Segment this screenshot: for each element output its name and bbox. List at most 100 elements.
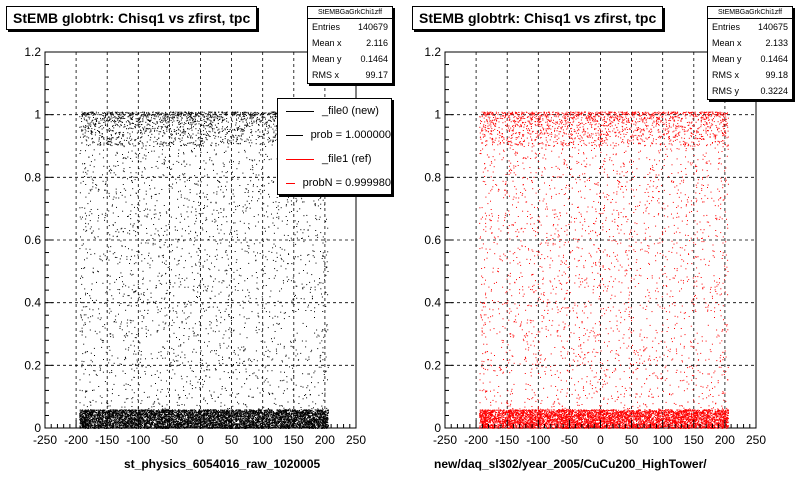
data-point <box>193 418 195 420</box>
data-point <box>273 411 275 413</box>
data-point <box>192 420 193 422</box>
data-point <box>98 416 100 418</box>
data-point <box>220 409 222 411</box>
data-point <box>222 414 224 416</box>
data-point <box>157 420 159 422</box>
data-point <box>90 423 92 425</box>
data-point <box>103 416 105 418</box>
data-point <box>265 416 267 417</box>
data-point <box>318 422 320 424</box>
data-point <box>326 418 328 420</box>
data-point <box>309 418 311 420</box>
data-point <box>245 427 247 429</box>
data-point <box>241 418 243 420</box>
data-point <box>301 421 303 423</box>
data-point <box>86 424 88 426</box>
data-point <box>215 411 217 412</box>
data-point <box>286 425 288 426</box>
data-point <box>218 409 219 411</box>
data-point <box>145 414 147 416</box>
data-point <box>308 421 310 423</box>
data-point <box>191 413 193 415</box>
data-point <box>319 420 321 422</box>
data-point <box>252 409 254 411</box>
data-point <box>158 425 160 427</box>
data-point <box>234 416 236 418</box>
data-point <box>149 409 151 411</box>
data-point <box>315 409 317 411</box>
data-point <box>148 412 150 414</box>
data-point <box>305 414 307 415</box>
data-point <box>241 414 242 416</box>
data-point <box>258 422 260 424</box>
data-point <box>193 413 195 415</box>
data-point <box>327 418 329 420</box>
data-point <box>115 411 117 413</box>
data-point <box>247 417 249 419</box>
data-point <box>242 411 244 413</box>
data-point <box>85 415 87 417</box>
data-point <box>151 409 153 411</box>
data-point <box>272 417 274 419</box>
data-point <box>209 426 211 428</box>
data-point <box>104 425 106 427</box>
data-point <box>102 419 104 421</box>
data-point <box>184 426 186 428</box>
data-point <box>132 422 134 424</box>
data-point <box>251 421 253 422</box>
data-point <box>135 417 137 419</box>
data-point <box>163 415 165 417</box>
data-point <box>121 424 123 426</box>
data-point <box>243 418 245 420</box>
data-point <box>244 422 245 424</box>
data-point <box>158 423 160 425</box>
data-point <box>268 412 270 414</box>
data-point <box>141 421 143 423</box>
data-point <box>120 414 122 416</box>
data-point <box>314 422 316 424</box>
data-point <box>283 422 285 424</box>
data-point <box>118 424 120 426</box>
data-point <box>176 423 178 425</box>
data-point <box>260 424 261 426</box>
data-point <box>302 417 304 419</box>
data-point <box>151 417 153 419</box>
data-point <box>243 420 245 422</box>
data-point <box>107 422 109 424</box>
data-point <box>115 410 117 412</box>
data-point <box>129 415 131 417</box>
data-point <box>261 413 263 415</box>
data-point <box>82 413 84 415</box>
data-point <box>146 427 148 429</box>
data-point <box>101 412 103 414</box>
data-point <box>202 414 204 415</box>
data-point <box>214 422 216 424</box>
data-point <box>234 409 236 411</box>
data-point <box>86 427 88 429</box>
data-point <box>251 409 253 411</box>
data-point <box>105 417 107 419</box>
data-point <box>164 419 166 420</box>
data-point <box>92 409 93 411</box>
data-point <box>108 412 109 414</box>
data-point <box>145 424 146 426</box>
data-point <box>154 417 156 419</box>
data-point <box>186 420 188 422</box>
data-point <box>206 409 208 411</box>
data-point <box>205 412 207 414</box>
data-point <box>191 409 192 411</box>
data-point <box>127 426 129 428</box>
data-point <box>313 422 314 424</box>
data-point <box>189 418 191 420</box>
data-point <box>211 426 213 428</box>
data-point <box>224 422 226 424</box>
data-point <box>265 415 266 417</box>
data-point <box>303 424 305 426</box>
data-point <box>96 414 98 416</box>
data-point <box>316 423 318 425</box>
data-point <box>175 414 177 416</box>
data-point <box>198 421 199 423</box>
data-point <box>107 411 109 412</box>
data-point <box>91 421 92 423</box>
data-point <box>91 425 92 427</box>
